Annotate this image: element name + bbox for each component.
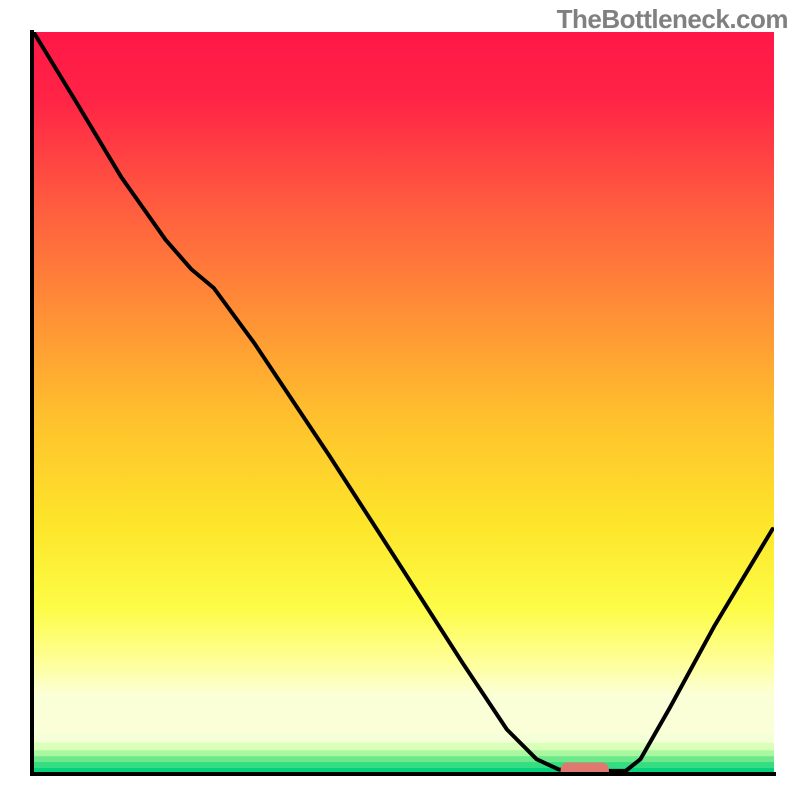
gradient-band [32,756,774,762]
gradient-band [32,733,774,743]
optimal-marker [561,762,609,778]
gradient-band [32,750,774,756]
gradient-band [32,743,774,751]
gradient-band [32,762,774,768]
bottleneck-chart [0,0,800,800]
watermark-text: TheBottleneck.com [557,4,788,35]
